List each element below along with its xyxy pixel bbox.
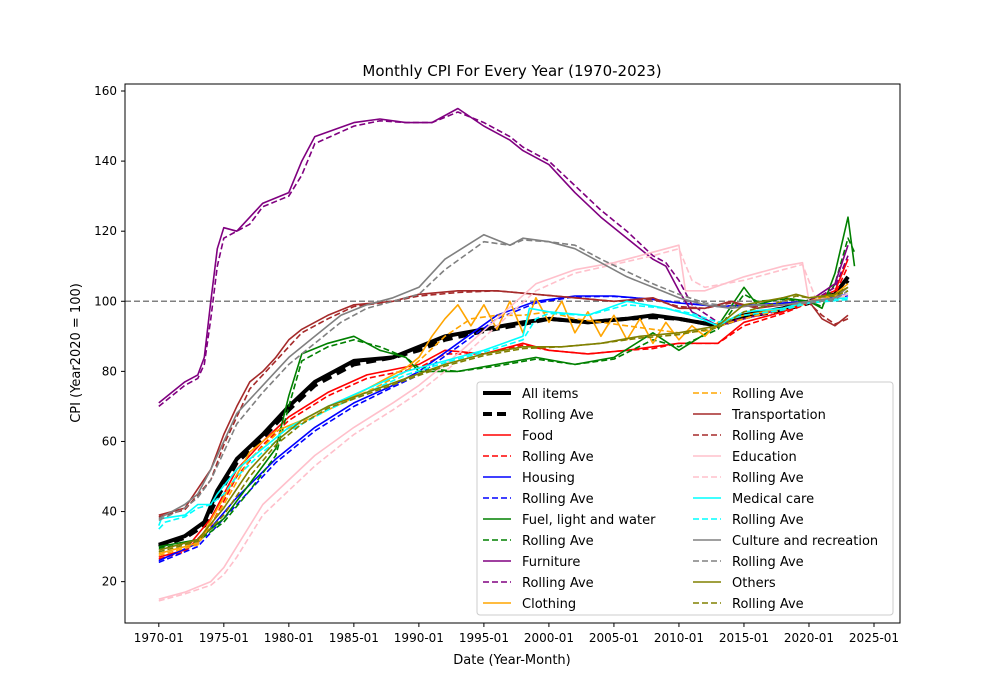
y-axis-label: CPI (Year2020 = 100) [69,283,84,423]
x-tick-label: 1970-01 [134,631,184,645]
y-tick-label: 120 [94,224,117,238]
legend-label: Culture and recreation [732,534,878,549]
legend: All items Rolling Ave Food Rolling Ave Housi… [476,381,894,616]
legend-label: Rolling Ave [732,387,804,402]
series-line-15 [158,247,849,602]
legend-label: Rolling Ave [732,513,804,528]
legend-label: Rolling Ave [732,429,804,444]
series-line-12 [158,290,849,516]
legend-box [476,381,894,616]
series-line-16 [158,297,849,526]
x-tick-label: 1995-01 [459,631,509,645]
legend-label: Rolling Ave [732,471,804,486]
legend-label: Medical care [732,492,814,507]
x-tick-label: 2020-01 [784,631,834,645]
x-tick-label: 1980-01 [264,631,314,645]
legend-label: Housing [522,471,575,486]
legend-label: Rolling Ave [522,576,594,591]
series-line-19 [158,239,849,522]
legend-label: Rolling Ave [522,408,594,423]
legend-label: Rolling Ave [522,534,594,549]
legend-label: Transportation [731,408,826,423]
legend-label: Rolling Ave [522,492,594,507]
y-tick-label: 80 [102,364,117,378]
y-tick-label: 20 [102,575,117,589]
legend-label: Rolling Ave [522,450,594,465]
x-tick-label: 2015-01 [719,631,769,645]
x-tick-label: 1975-01 [199,631,249,645]
legend-label: Food [522,429,553,444]
y-tick-label: 60 [102,434,117,448]
x-tick-label: 2000-01 [524,631,574,645]
series-line-5 [158,294,849,564]
x-tick-label: 2005-01 [589,631,639,645]
plot-area [125,107,900,602]
legend-label: Rolling Ave [732,597,804,612]
series-line-21 [158,290,849,553]
series-line-1 [158,279,850,549]
series-line-6 [158,216,856,548]
series-line-8 [158,107,849,404]
x-tick-label: 2010-01 [654,631,704,645]
legend-label: All items [522,387,579,402]
series-line-14 [158,244,849,600]
y-tick-label: 140 [94,154,117,168]
y-tick-label: 160 [94,84,117,98]
x-tick-label: 1985-01 [329,631,379,645]
x-axis: 1970-01 1975-01 1980-01 1985-01 1990-01 1995-… [134,623,899,645]
series-line-20 [158,286,849,551]
series-line-18 [158,233,849,520]
plot-frame [124,83,901,624]
y-axis: 20 40 60 80 100 120 140 160 [94,84,125,589]
x-tick-label: 1990-01 [394,631,444,645]
legend-label: Furniture [522,555,580,570]
y-tick-label: 40 [102,505,117,519]
chart-title: Monthly CPI For Every Year (1970-2023) [362,62,661,80]
legend-label: Clothing [522,597,576,612]
y-tick-label: 100 [94,294,117,308]
legend-label: Fuel, light and water [522,513,656,528]
legend-label: Rolling Ave [732,555,804,570]
legend-label: Others [732,576,776,591]
series-line-17 [158,298,849,530]
legend-label: Education [732,450,797,465]
series-line-9 [158,111,849,408]
x-tick-label: 2025-01 [849,631,899,645]
series-line-2 [158,258,849,558]
x-axis-label: Date (Year-Month) [453,653,570,668]
